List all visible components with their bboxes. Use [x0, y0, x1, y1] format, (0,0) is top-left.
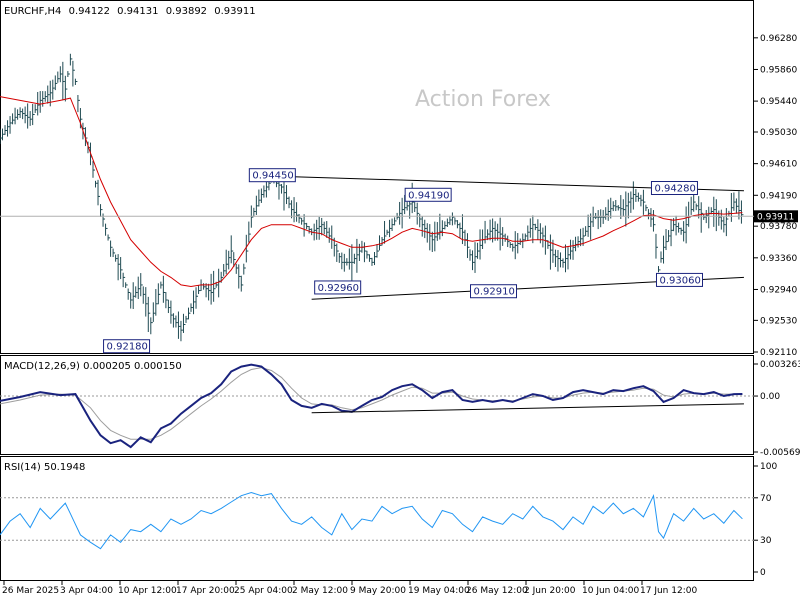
time-tick-label: 2 Jun 20:00: [524, 586, 576, 596]
macd-line: [0, 363, 743, 449]
price-tick-label: 0.92110: [760, 348, 797, 358]
rsi-header: RSI(14) 50.1948: [4, 462, 85, 473]
level-label: 0.93060: [655, 272, 703, 287]
level-label: 0.92910: [470, 284, 518, 299]
rsi-line: [0, 491, 743, 550]
svg-text:0.92910: 0.92910: [474, 287, 515, 298]
macd-header: MACD(12,26,9) 0.000205 0.000150: [4, 361, 182, 372]
svg-text:0.94190: 0.94190: [408, 190, 449, 201]
price-tick-label: 0.94190: [760, 191, 797, 201]
svg-text:0.92960: 0.92960: [318, 283, 359, 294]
quote-high: 0.94131: [117, 6, 158, 17]
level-label: 0.94280: [650, 181, 698, 196]
price-tick-label: 0.93360: [760, 254, 797, 264]
price-tick-label: 0.95860: [760, 65, 797, 75]
macd-layer: [0, 363, 754, 449]
svg-text:0.92180: 0.92180: [107, 342, 148, 353]
time-tick-label: 3 Apr 04:00: [60, 586, 113, 596]
price-header: EURCHF,H4 0.94122 0.94131 0.93892 0.9391…: [4, 6, 256, 17]
quote-low: 0.93892: [166, 6, 207, 17]
time-tick-label: 2 May 12:00: [292, 586, 348, 596]
svg-text:0.94280: 0.94280: [654, 184, 695, 195]
svg-text:0.94450: 0.94450: [252, 171, 293, 182]
time-tick-label: 17 Jun 12:00: [640, 586, 697, 596]
time-tick-label: 17 Apr 20:00: [176, 586, 235, 596]
rsi-tick-label: 30: [760, 536, 772, 546]
time-tick-label: 19 May 04:00: [408, 586, 470, 596]
time-tick-label: 25 Apr 04:00: [234, 586, 293, 596]
price-tick-label: 0.95030: [760, 128, 797, 138]
symbol-label: EURCHF,H4: [4, 6, 61, 17]
level-label: 0.92960: [314, 280, 362, 295]
rsi-tick-label: 0: [760, 568, 766, 578]
macd-tick-label: 0.003263: [760, 360, 800, 370]
rsi-layer: [0, 491, 754, 550]
price-tick-label: 0.96280: [760, 34, 797, 44]
rsi-tick-label: 100: [760, 462, 777, 472]
svg-text:0.93911: 0.93911: [757, 212, 794, 222]
price-tick-label: 0.95440: [760, 97, 797, 107]
price-panel: [0, 0, 754, 354]
price-tick-label: 0.92530: [760, 316, 797, 326]
macd-tick-label: 0.00: [760, 392, 780, 402]
moving-average-line: [0, 96, 743, 288]
macd-tick-label: -0.005699: [760, 448, 800, 458]
axis-layer: 0.96280 0.95860 0.95440 0.95030 0.94610 0.941…: [2, 34, 800, 596]
price-tick-label: 0.94610: [760, 160, 797, 170]
time-tick-label: 9 May 20:00: [350, 586, 406, 596]
level-label: 0.92180: [103, 339, 151, 354]
quote-close: 0.93911: [214, 6, 255, 17]
quote-open: 0.94122: [69, 6, 110, 17]
watermark: Action Forex: [415, 87, 551, 112]
price-layer: 0.94450 0.94190 0.94280 0.92960 0.92910 0.930…: [0, 53, 754, 354]
price-tick-label: 0.92940: [760, 285, 797, 295]
current-price-tag: 0.93911: [754, 210, 798, 223]
level-label: 0.94450: [248, 168, 296, 183]
macd-panel: [0, 355, 754, 455]
time-tick-label: 26 Mar 2025: [2, 586, 59, 596]
level-label: 0.94190: [404, 187, 452, 202]
time-tick-label: 10 Apr 12:00: [118, 586, 177, 596]
time-tick-label: 10 Jun 04:00: [582, 586, 639, 596]
macd-trendline: [311, 403, 744, 414]
price-tick-label: 0.93780: [760, 222, 797, 232]
time-tick-label: 26 May 12:00: [466, 586, 528, 596]
rsi-tick-label: 70: [760, 494, 772, 504]
svg-text:0.93060: 0.93060: [659, 275, 700, 286]
rsi-panel: [0, 456, 754, 581]
